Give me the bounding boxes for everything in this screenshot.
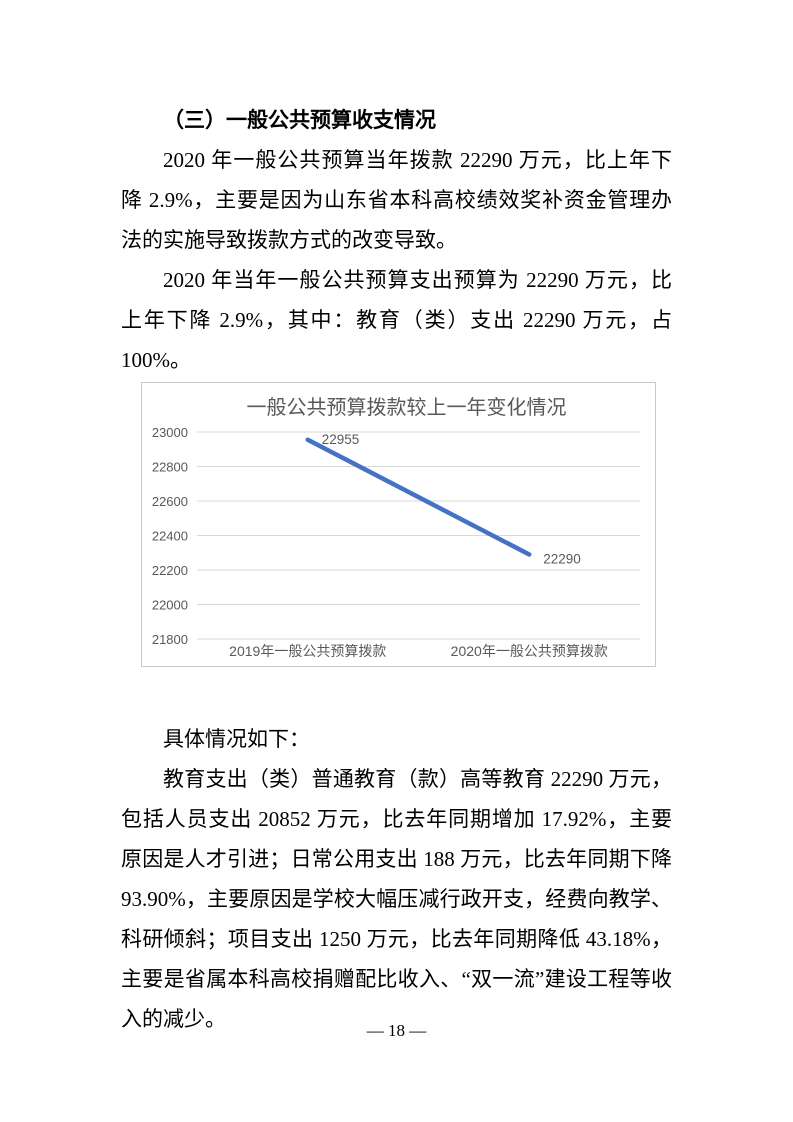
paragraph-expenditure-details: 教育支出（类）普通教育（款）高等教育 22290 万元，包括人员支出 20852… [121,767,672,1031]
x-axis-category-label: 2020年一般公共预算拨款 [451,643,608,659]
data-series-line [305,437,532,557]
x-axis-category-label: 2019年一般公共预算拨款 [229,643,386,659]
y-axis-tick-label: 21800 [152,632,188,647]
data-point-label: 22290 [543,551,581,566]
page-number: — 18 — [366,1021,427,1040]
y-axis-tick-label: 22200 [152,563,188,578]
data-point-label: 22955 [322,432,360,447]
chart-title: 一般公共预算拨款较上一年变化情况 [247,396,567,419]
paragraph-budget-appropriation: 2020 年一般公共预算当年拨款 22290 万元，比上年下降 2.9%，主要是… [121,148,672,252]
y-axis-tick-label: 22000 [152,598,188,613]
y-axis-tick-label: 22800 [152,460,188,475]
y-axis-tick-label: 23000 [152,425,188,440]
paragraph-budget-expenditure: 2020 年当年一般公共预算支出预算为 22290 万元，比上年下降 2.9%，… [121,268,672,372]
chart-canvas: 一般公共预算拨款较上一年变化情况 21800 22000 22200 22400 2260… [152,396,640,659]
y-axis-tick-label: 22400 [152,529,188,544]
section-heading: （三）一般公共预算收支情况 [163,108,436,132]
budget-change-line-chart: 一般公共预算拨款较上一年变化情况 21800 22000 22200 22400 2260… [141,382,656,667]
paragraph-details-intro: 具体情况如下： [163,727,310,751]
y-axis-tick-label: 22600 [152,494,188,509]
